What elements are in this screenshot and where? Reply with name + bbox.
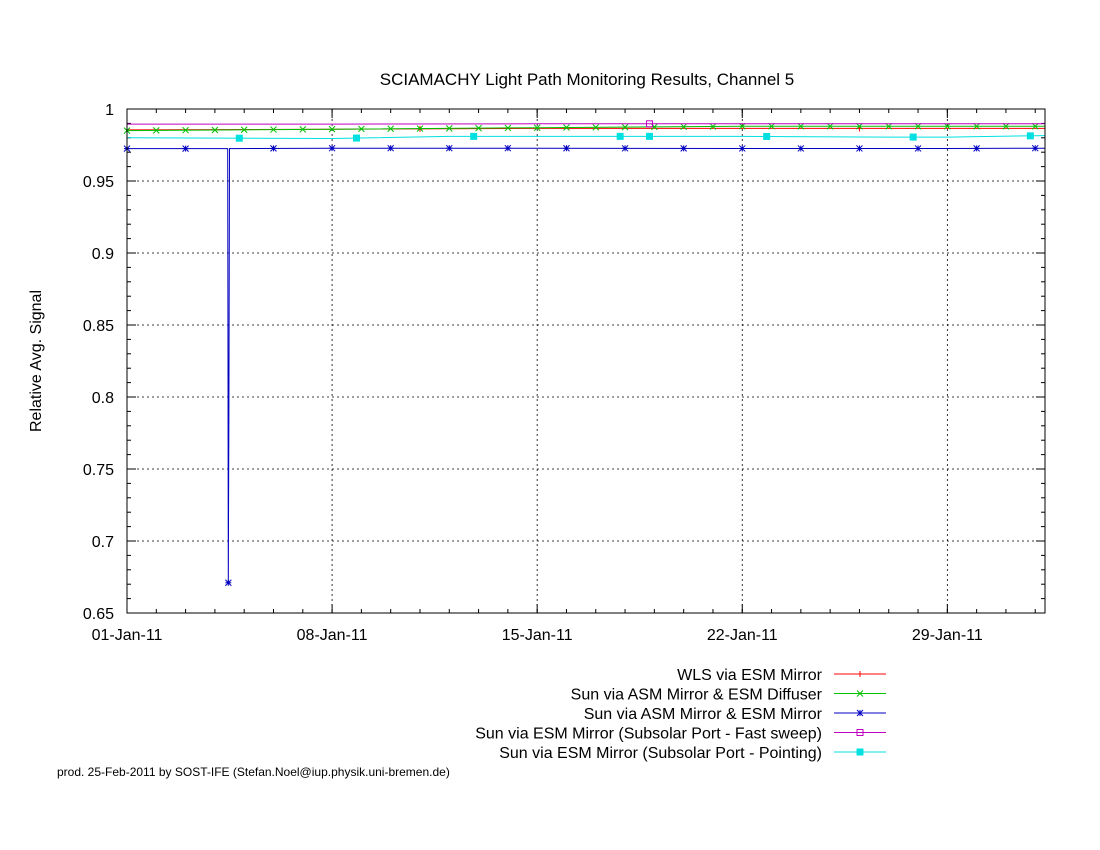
series-point-sun-via-asm-mirror-esm-mirror bbox=[621, 144, 629, 152]
series-point-sun-via-asm-mirror-esm-diffuser bbox=[680, 123, 688, 131]
y-tick-label: 0.7 bbox=[92, 534, 114, 551]
plot-frame bbox=[126, 108, 1046, 614]
y-tick-label: 0.8 bbox=[92, 390, 114, 407]
y-tick-label: 0.85 bbox=[83, 318, 114, 335]
legend-label-sun-via-esm-mirror-subsolar-port-pointing: Sun via ESM Mirror (Subsolar Port - Poin… bbox=[499, 745, 822, 762]
series-point-sun-via-esm-mirror-subsolar-port-pointing bbox=[645, 132, 653, 140]
series-sun-via-esm-mirror-subsolar-port-fast-sweep bbox=[127, 120, 1045, 128]
series-point-sun-via-asm-mirror-esm-diffuser bbox=[533, 124, 541, 132]
series-line-sun-via-asm-mirror-esm-diffuser bbox=[126, 125, 1045, 132]
series-point-sun-via-asm-mirror-esm-diffuser bbox=[475, 124, 482, 132]
grid bbox=[127, 109, 1045, 613]
x-tick-label: 08-Jan-11 bbox=[297, 627, 368, 644]
legend-label-wls-via-esm-mirror: WLS via ESM Mirror bbox=[677, 667, 823, 684]
series-point-sun-via-asm-mirror-esm-mirror bbox=[797, 145, 805, 152]
series-point-sun-via-asm-mirror-esm-mirror bbox=[1031, 144, 1039, 152]
series-point-sun-via-asm-mirror-esm-diffuser bbox=[299, 126, 307, 133]
series-point-sun-via-asm-mirror-esm-diffuser bbox=[387, 125, 395, 133]
x-tick-label: 01-Jan-11 bbox=[92, 627, 163, 644]
series-point-sun-via-asm-mirror-esm-mirror bbox=[738, 145, 746, 152]
series-sun-via-asm-mirror-esm-mirror bbox=[123, 144, 1046, 587]
footer-credit: prod. 25-Feb-2011 by SOST-IFE (Stefan.No… bbox=[57, 765, 450, 779]
x-ticks: 01-Jan-11 08-Jan-11 15-Jan-11 22-Jan-11 29-J… bbox=[92, 109, 1036, 644]
series-point-sun-via-asm-mirror-esm-mirror bbox=[328, 144, 336, 152]
x-tick-label: 29-Jan-11 bbox=[912, 627, 983, 644]
series-point-sun-via-asm-mirror-esm-mirror bbox=[224, 579, 232, 587]
legend-marker-sun-via-asm-mirror-esm-diffuser bbox=[856, 690, 864, 697]
series-point-sun-via-esm-mirror-subsolar-port-fast-sweep bbox=[645, 120, 653, 128]
legend-marker-sun-via-asm-mirror-esm-mirror bbox=[856, 709, 864, 717]
series-point-sun-via-esm-mirror-subsolar-port-pointing bbox=[763, 132, 771, 140]
chart-title: SCIAMACHY Light Path Monitoring Results,… bbox=[380, 70, 795, 89]
series-point-sun-via-esm-mirror-subsolar-port-pointing bbox=[909, 133, 917, 141]
y-tick-label: 0.65 bbox=[83, 606, 114, 623]
series-point-sun-via-asm-mirror-esm-diffuser bbox=[563, 124, 570, 131]
legend-label-sun-via-esm-mirror-subsolar-port-fast-sweep: Sun via ESM Mirror (Subsolar Port - Fast… bbox=[475, 726, 822, 743]
series-point-sun-via-asm-mirror-esm-mirror bbox=[504, 144, 512, 152]
series-point-sun-via-esm-mirror-subsolar-port-pointing bbox=[353, 134, 360, 142]
legend-marker-wls-via-esm-mirror bbox=[857, 671, 863, 677]
series-group bbox=[123, 120, 1046, 587]
series-point-sun-via-asm-mirror-esm-diffuser bbox=[504, 124, 512, 132]
series-point-sun-via-asm-mirror-esm-diffuser bbox=[328, 125, 336, 133]
series-point-sun-via-asm-mirror-esm-diffuser bbox=[709, 123, 717, 130]
y-tick-label: 1 bbox=[105, 102, 114, 119]
y-tick-label: 0.75 bbox=[83, 462, 114, 479]
series-point-sun-via-asm-mirror-esm-mirror bbox=[914, 145, 922, 152]
x-tick-label: 22-Jan-11 bbox=[707, 627, 778, 644]
series-point-sun-via-esm-mirror-subsolar-port-pointing bbox=[1026, 132, 1034, 140]
series-point-sun-via-asm-mirror-esm-diffuser bbox=[416, 125, 424, 132]
series-point-sun-via-asm-mirror-esm-mirror bbox=[856, 145, 863, 152]
series-point-sun-via-asm-mirror-esm-diffuser bbox=[358, 125, 365, 133]
series-line-sun-via-asm-mirror-esm-mirror bbox=[127, 147, 1046, 583]
series-point-sun-via-asm-mirror-esm-diffuser bbox=[592, 123, 600, 131]
series-point-sun-via-esm-mirror-subsolar-port-pointing bbox=[616, 132, 624, 140]
series-point-sun-via-asm-mirror-esm-mirror bbox=[680, 145, 688, 152]
series-line-sun-via-esm-mirror-subsolar-port-pointing bbox=[126, 135, 1046, 140]
series-point-sun-via-asm-mirror-esm-mirror bbox=[270, 145, 277, 152]
series-point-sun-via-asm-mirror-esm-diffuser bbox=[621, 123, 629, 131]
series-point-sun-via-esm-mirror-subsolar-port-pointing bbox=[235, 134, 243, 142]
series-point-sun-via-asm-mirror-esm-diffuser bbox=[211, 126, 219, 134]
series-point-sun-via-asm-mirror-esm-diffuser bbox=[445, 124, 453, 132]
y-tick-label: 0.9 bbox=[92, 246, 114, 263]
series-sun-via-esm-mirror-subsolar-port-pointing bbox=[126, 132, 1046, 142]
y-tick-label: 0.95 bbox=[83, 174, 114, 191]
series-point-sun-via-asm-mirror-esm-mirror bbox=[387, 144, 395, 152]
y-ticks: 0.65 0.7 0.75 0.8 0.85 0.9 0.95 1 bbox=[83, 102, 1045, 623]
x-tick-label: 15-Jan-11 bbox=[502, 627, 573, 644]
series-point-sun-via-esm-mirror-subsolar-port-pointing bbox=[470, 132, 478, 140]
legend-label-sun-via-asm-mirror-esm-diffuser: Sun via ASM Mirror & ESM Diffuser bbox=[571, 687, 823, 704]
series-point-sun-via-asm-mirror-esm-mirror bbox=[973, 145, 980, 152]
series-point-sun-via-asm-mirror-esm-diffuser bbox=[182, 126, 189, 134]
series-point-sun-via-asm-mirror-esm-mirror bbox=[445, 144, 453, 152]
y-axis-label: Relative Avg. Signal bbox=[28, 290, 45, 432]
series-point-sun-via-asm-mirror-esm-mirror bbox=[182, 145, 189, 152]
legend-label-sun-via-asm-mirror-esm-mirror: Sun via ASM Mirror & ESM Mirror bbox=[584, 706, 823, 723]
legend: WLS via ESM Mirror Sun via ASM Mirror & E… bbox=[475, 667, 886, 762]
series-point-sun-via-asm-mirror-esm-diffuser bbox=[270, 126, 277, 133]
series-point-sun-via-asm-mirror-esm-diffuser bbox=[240, 126, 248, 134]
legend-marker-sun-via-esm-mirror-subsolar-port-fast-sweep bbox=[856, 729, 864, 736]
legend-marker-sun-via-esm-mirror-subsolar-port-pointing bbox=[856, 748, 864, 756]
series-point-sun-via-asm-mirror-esm-diffuser bbox=[152, 127, 160, 134]
series-point-sun-via-asm-mirror-esm-mirror bbox=[563, 144, 570, 152]
